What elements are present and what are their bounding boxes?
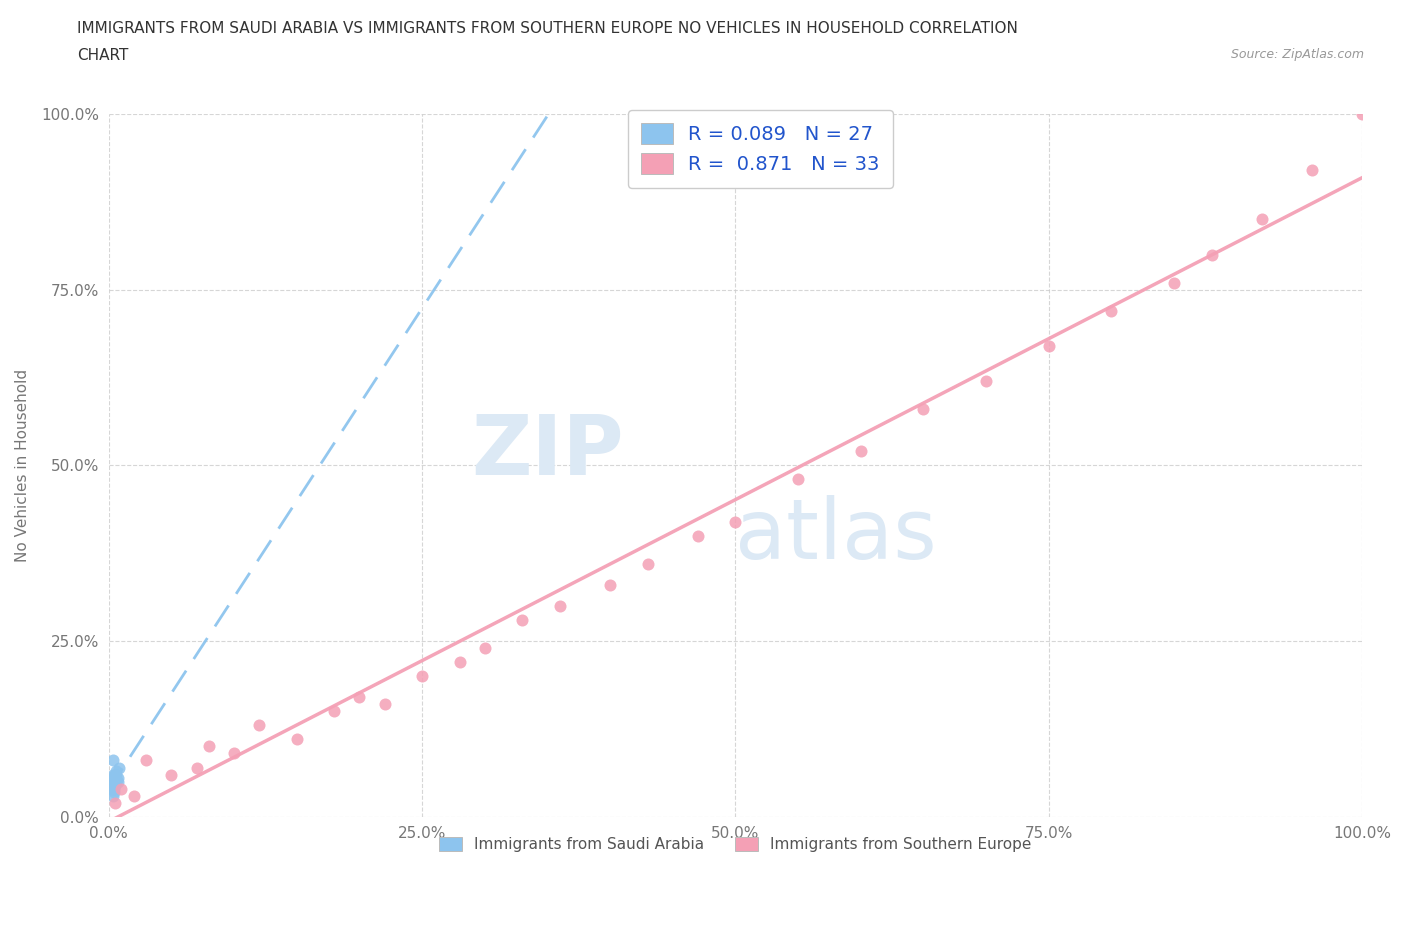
Point: [912, 402, 935, 417]
Point: [101, 767, 124, 782]
Point: [105, 771, 128, 786]
Point: [104, 777, 127, 792]
Point: [110, 781, 132, 796]
Point: [411, 669, 433, 684]
Point: [105, 764, 128, 778]
Text: Source: ZipAtlas.com: Source: ZipAtlas.com: [1230, 48, 1364, 61]
Point: [1351, 107, 1374, 122]
Point: [599, 578, 621, 592]
Point: [101, 774, 124, 789]
Y-axis label: No Vehicles in Household: No Vehicles in Household: [15, 369, 30, 562]
Point: [103, 785, 125, 800]
Point: [104, 774, 127, 789]
Point: [637, 556, 659, 571]
Point: [135, 753, 157, 768]
Point: [247, 718, 270, 733]
Point: [100, 774, 122, 789]
Point: [104, 767, 127, 782]
Legend: Immigrants from Saudi Arabia, Immigrants from Southern Europe: Immigrants from Saudi Arabia, Immigrants…: [433, 831, 1038, 858]
Text: IMMIGRANTS FROM SAUDI ARABIA VS IMMIGRANTS FROM SOUTHERN EUROPE NO VEHICLES IN H: IMMIGRANTS FROM SAUDI ARABIA VS IMMIGRAN…: [77, 21, 1018, 36]
Point: [1250, 212, 1272, 227]
Point: [104, 767, 127, 782]
Point: [686, 528, 709, 543]
Point: [103, 777, 125, 792]
Point: [449, 655, 471, 670]
Point: [1301, 163, 1323, 178]
Point: [160, 767, 183, 782]
Point: [198, 739, 221, 754]
Point: [1099, 303, 1122, 318]
Point: [724, 514, 747, 529]
Point: [108, 760, 131, 775]
Point: [373, 697, 395, 711]
Point: [974, 374, 997, 389]
Text: CHART: CHART: [77, 48, 129, 63]
Point: [186, 760, 208, 775]
Point: [787, 472, 810, 486]
Point: [103, 777, 125, 792]
Point: [105, 767, 128, 782]
Point: [512, 613, 534, 628]
Point: [107, 774, 129, 789]
Point: [849, 444, 872, 458]
Point: [105, 774, 128, 789]
Text: atlas: atlas: [735, 495, 936, 576]
Point: [349, 690, 371, 705]
Point: [548, 599, 571, 614]
Point: [101, 781, 124, 796]
Point: [103, 781, 125, 796]
Point: [224, 746, 246, 761]
Point: [103, 771, 125, 786]
Point: [101, 789, 124, 804]
Point: [104, 795, 127, 810]
Text: ZIP: ZIP: [471, 411, 624, 492]
Point: [122, 789, 145, 804]
Point: [1038, 339, 1060, 353]
Point: [1201, 247, 1223, 262]
Point: [323, 704, 346, 719]
Point: [104, 771, 127, 786]
Point: [107, 771, 129, 786]
Point: [285, 732, 308, 747]
Point: [103, 771, 125, 786]
Point: [474, 641, 496, 656]
Point: [1163, 275, 1185, 290]
Point: [104, 777, 127, 792]
Point: [101, 753, 124, 768]
Point: [100, 781, 122, 796]
Point: [101, 781, 124, 796]
